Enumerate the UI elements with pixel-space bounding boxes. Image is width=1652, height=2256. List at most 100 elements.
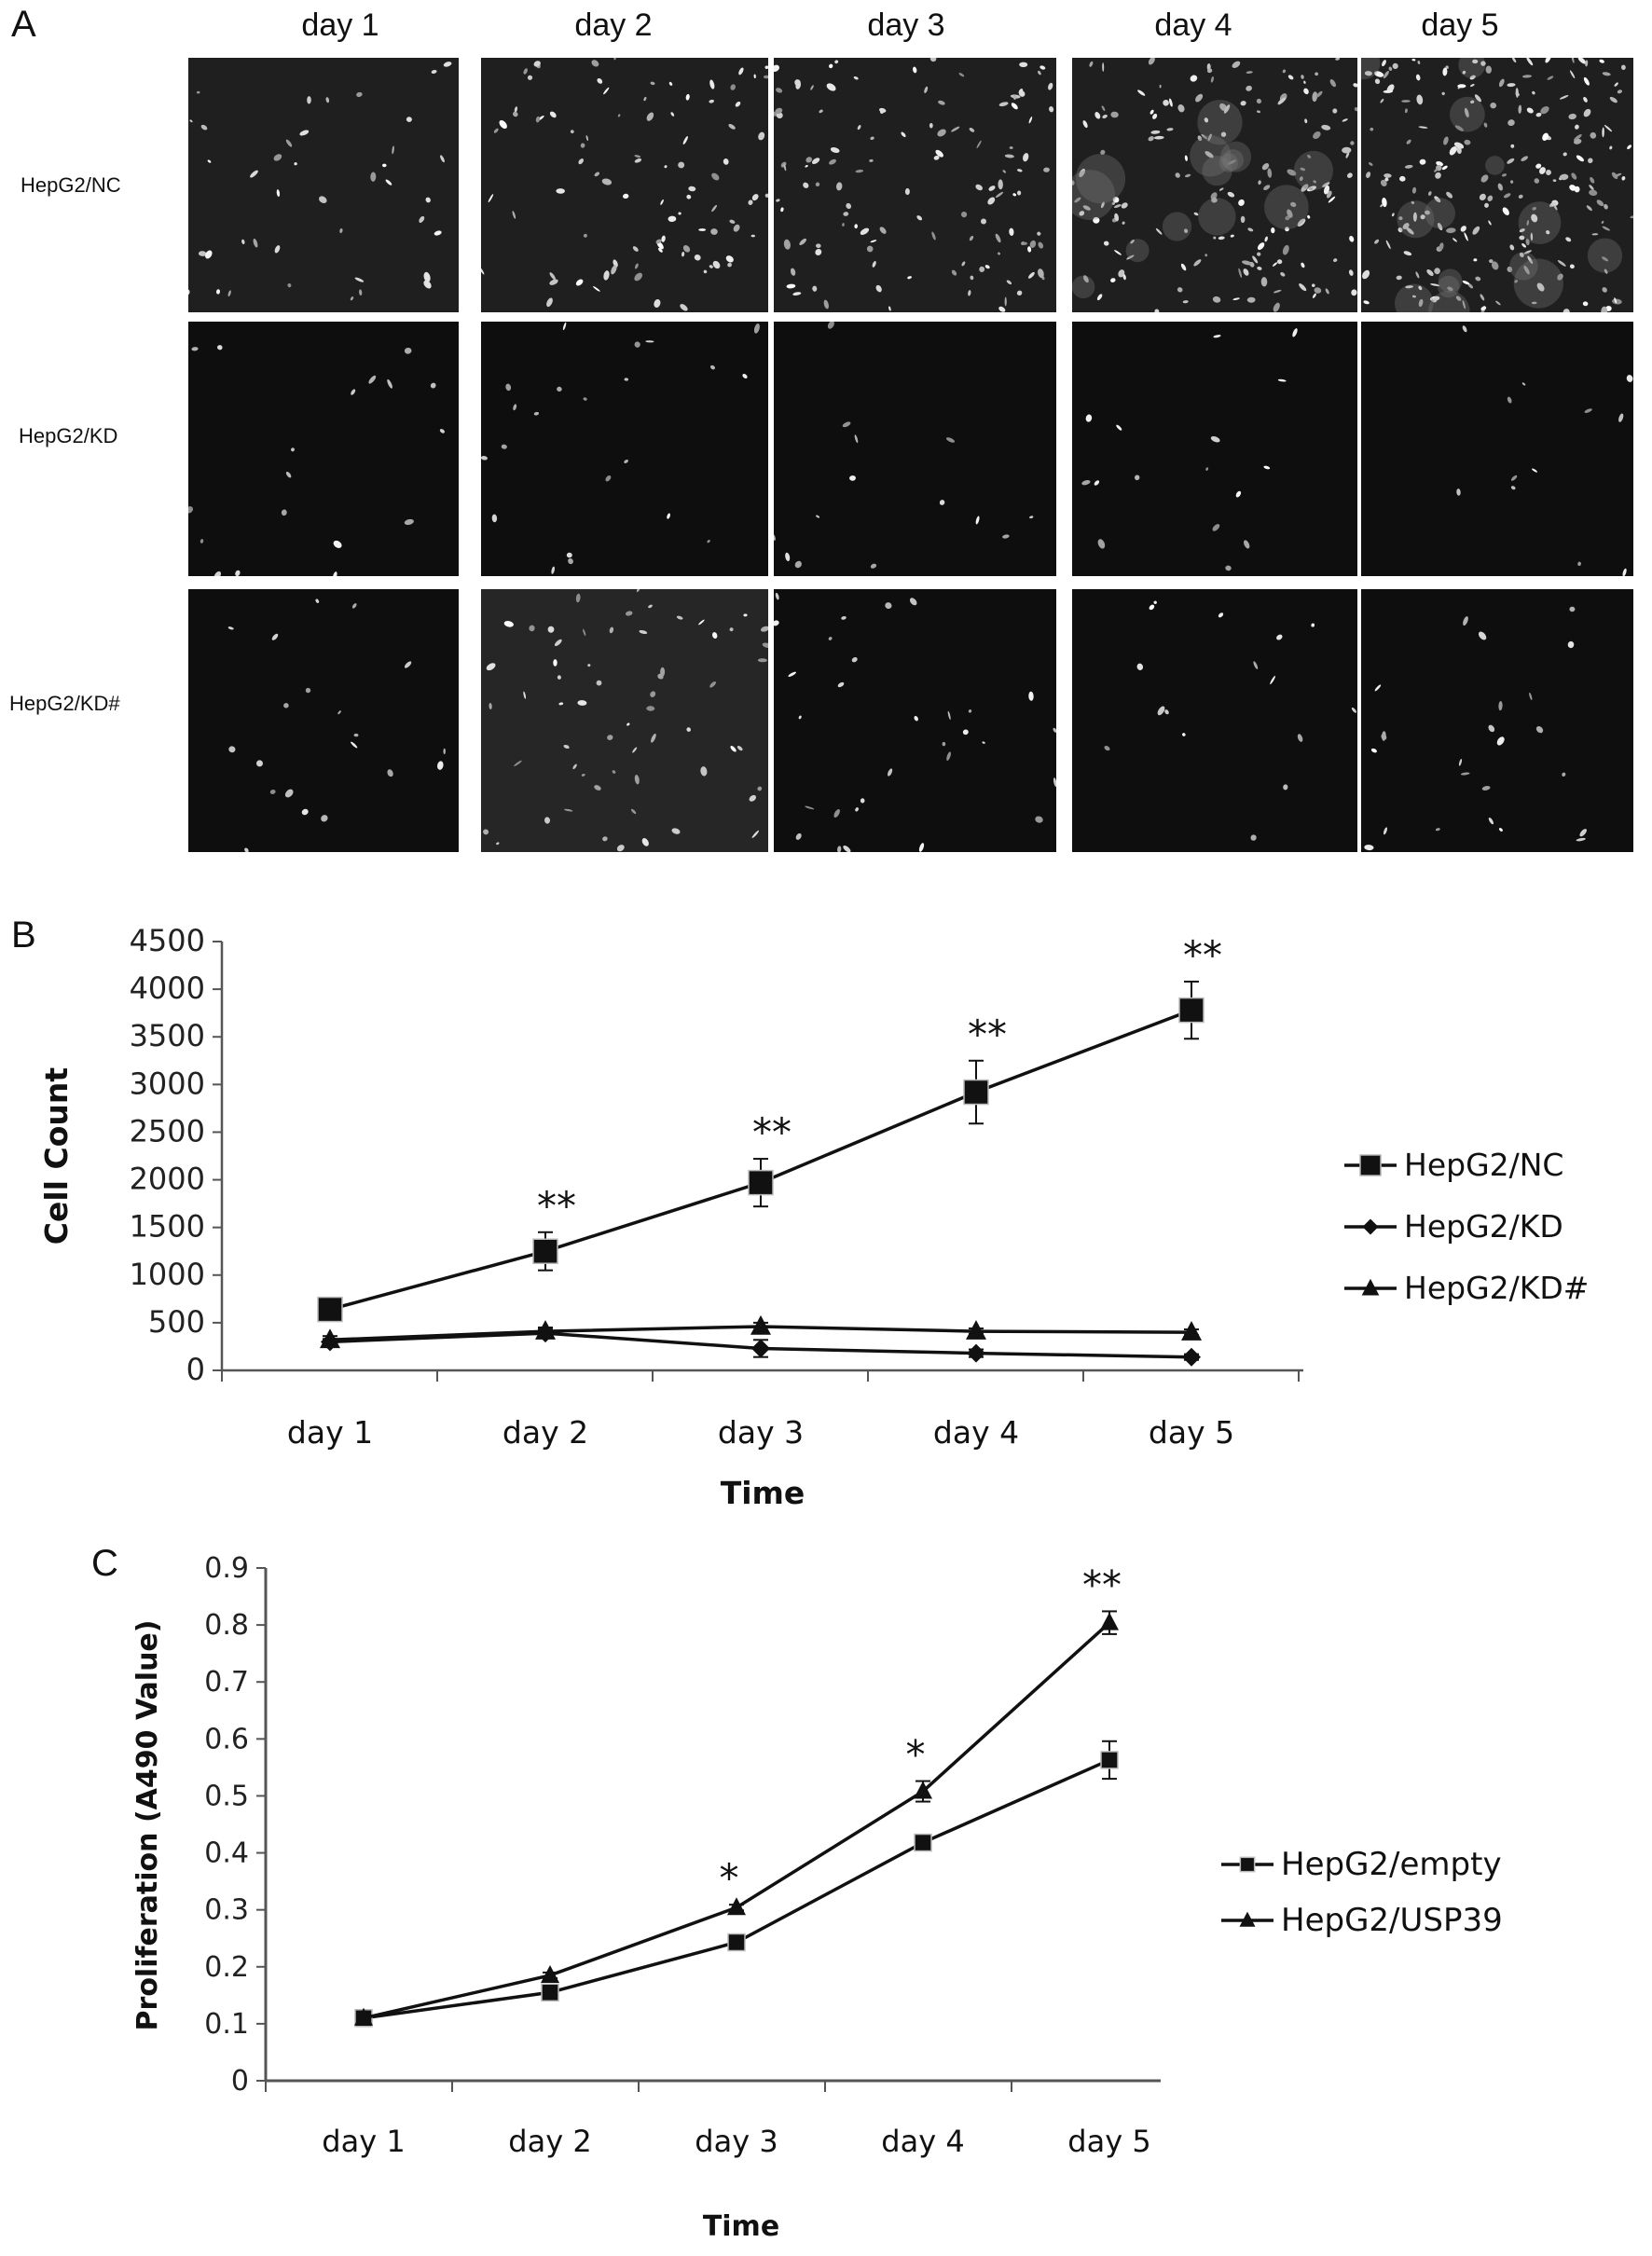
y-tick-label: 4000 [130,970,205,1006]
y-axis-title: Cell Count [38,1067,75,1245]
micrograph-2-day-2 [481,322,768,576]
day-header-4: day 4 [1154,7,1232,43]
y-tick-label: 1000 [130,1257,205,1292]
significance-label: * [720,1855,739,1901]
data-point-2-1 [354,2007,373,2026]
x-tick-label: day 1 [322,2124,405,2159]
y-tick-label: 0.8 [204,1609,249,1642]
significance-label: ** [968,1011,1007,1057]
x-tick-label: day 1 [287,1414,373,1451]
y-tick-label: 0.7 [204,1666,249,1699]
x-tick-label: day 4 [881,2124,964,2159]
panel-letter: C [91,1543,118,1584]
data-point-1-2 [541,1983,559,2002]
significance-label: * [906,1732,926,1778]
y-tick-label: 3000 [130,1066,205,1101]
cell-spots [483,589,768,852]
data-point-1-3 [748,1169,774,1196]
panel-a-letter: A [11,4,36,45]
data-point-3-1 [320,1328,340,1349]
data-point-1-3 [727,1933,746,1952]
legend-marker [1359,1154,1382,1176]
panel-letter: B [11,915,36,956]
cell-spots [227,598,446,852]
legend-marker [1239,1856,1256,1873]
legend-marker [1239,1911,1256,1927]
cell-spots [481,58,768,311]
y-tick-label: 0 [231,2065,249,2098]
data-point-2-5 [1182,1347,1201,1367]
cell-spots [1364,606,1587,851]
x-tick-label: day 3 [695,2124,778,2159]
x-tick-label: day 4 [933,1414,1019,1451]
significance-label: ** [1082,1561,1122,1607]
y-tick-label: 0.2 [204,1951,249,1984]
proliferation-chart: C 0 0.1 0.2 0.3 0.4 0.5 0.6 0.7 0.8 0.9 day 1 day 2 d… [91,1543,1503,2243]
significance-label: ** [1183,932,1222,978]
legend-label-2: HepG2/KD [1404,1208,1563,1245]
y-tick-label: 3500 [130,1018,205,1053]
y-tick-label: 0.9 [204,1552,249,1585]
micrograph-3-day-5 [1361,589,1633,852]
cell-spots [774,592,1056,852]
y-tick-label: 4500 [130,923,205,958]
micrograph-3-day-4 [1072,589,1357,852]
micrograph-1-day-3 [774,58,1056,312]
y-tick-label: 0.5 [204,1780,249,1812]
data-point-2-5 [1100,1612,1119,1630]
legend-label-2: HepG2/USP39 [1281,1902,1503,1939]
cell-spots [481,322,760,574]
data-point-2-4 [914,1781,932,1799]
cell-spots [1104,600,1356,841]
micrograph-1-day-2 [481,58,768,312]
y-tick-label: 0 [186,1352,205,1387]
x-tick-label: day 3 [718,1414,804,1451]
day-header-3: day 3 [867,7,945,43]
row-label-nc: HepG2/NC [21,173,121,197]
y-axis-title: Proliferation (A490 Value) [131,1620,164,2031]
cell-spots [774,58,1054,312]
cell-spots [188,345,445,576]
legend-marker [1362,1218,1379,1235]
cell-spots [188,62,452,301]
y-tick-label: 0.1 [204,2008,249,2041]
micrograph-2-day-5 [1361,322,1633,576]
legend-label-3: HepG2/KD# [1404,1270,1589,1306]
micrograph-2-day-3 [774,322,1056,576]
legend-label-1: HepG2/empty [1281,1846,1502,1883]
data-point-2-3 [727,1897,746,1916]
day-header-5: day 5 [1421,7,1499,43]
significance-label: ** [537,1183,576,1229]
cell-spots [1081,328,1298,571]
x-tick-label: day 2 [502,1414,588,1451]
y-tick-label: 2500 [130,1113,205,1149]
day-header-2: day 2 [574,7,653,43]
x-tick-label: day 2 [508,2124,591,2159]
y-tick-label: 0.3 [204,1894,249,1927]
cell-spots [1072,58,1357,312]
y-tick-label: 2000 [130,1162,205,1197]
data-point-3-3 [750,1314,771,1335]
cell-spots [774,322,1034,569]
micrograph-3-day-2 [481,589,768,852]
x-tick-label: day 5 [1067,2124,1150,2159]
legend-marker [1361,1278,1380,1296]
legend-label-1: HepG2/NC [1404,1147,1563,1183]
data-point-1-4 [963,1079,989,1106]
micrograph-1-day-1 [188,58,459,312]
row-label-kd: HepG2/KD [19,424,118,447]
cell-spots [1361,58,1633,312]
micrograph-2-day-4 [1072,322,1357,576]
data-point-2-2 [541,1964,559,1983]
micrograph-2-day-1 [188,322,459,576]
cell-count-chart: B 0 500 1000 1500 2000 2500 3000 3500 4000 4500 day… [11,915,1589,1511]
data-point-2-3 [751,1339,770,1358]
micrograph-1-day-4 [1072,58,1357,312]
cell-spots [1456,325,1633,576]
micrograph-3-day-3 [774,589,1056,852]
data-point-3-2 [535,1319,556,1340]
row-label-kd2: HepG2/KD# [9,692,120,715]
y-tick-label: 1500 [130,1209,205,1245]
data-point-1-5 [1178,997,1205,1024]
y-tick-label: 0.4 [204,1837,249,1870]
